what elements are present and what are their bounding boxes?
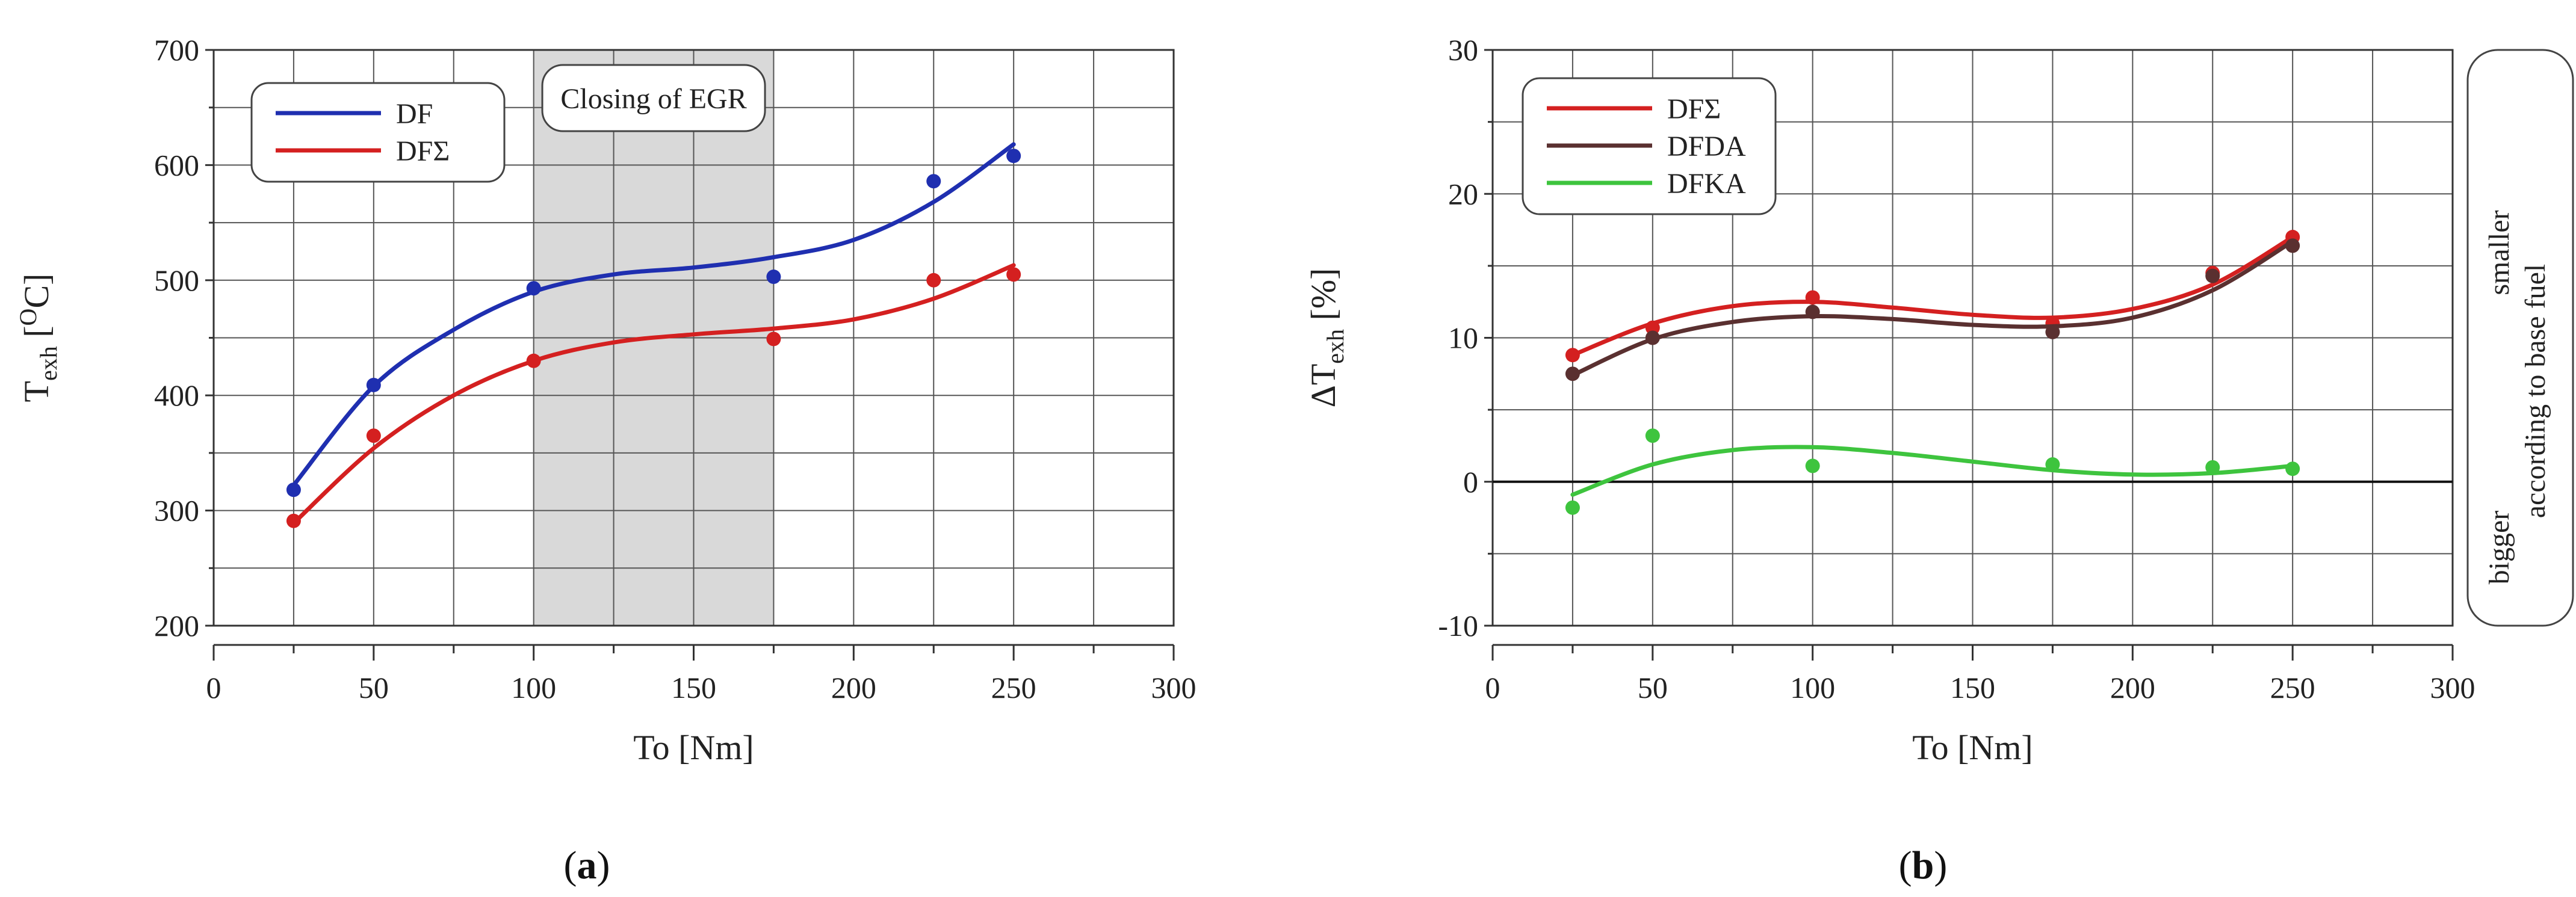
data-point-DFKA [2205, 460, 2220, 475]
legend-label-DFΣ: DFΣ [1667, 93, 1721, 125]
x-axis-label-b: To [Nm] [1912, 728, 2033, 767]
series-DFΣ [286, 263, 1021, 528]
panel-caption-a: (a) [564, 843, 610, 887]
data-point-DFΣ [286, 513, 301, 528]
y-axis-label-a-sub: exh [35, 346, 62, 381]
side-note-bigger: bigger [2483, 511, 2515, 585]
data-point-DFΣ [926, 273, 941, 288]
x-tick-label: 150 [1950, 671, 1995, 704]
data-point-DFKA [1565, 500, 1580, 515]
x-tick-label: 300 [2430, 671, 2475, 704]
x-tick-label: 0 [206, 671, 221, 704]
x-tick-label: 50 [359, 671, 389, 704]
y-axis-label-a-unit-sup: O [14, 309, 42, 326]
y-tick-label: 600 [154, 148, 199, 182]
panel-caption-b-letter: b [1912, 843, 1934, 887]
closing-of-egr-label: Closing of EGR [560, 83, 746, 115]
y-axis-label-b-unit: [%] [1304, 268, 1343, 329]
y-tick-label: 300 [154, 494, 199, 528]
legend-box [250, 82, 506, 183]
fit-curve-DFDA [1570, 239, 2295, 378]
data-point-DFΣ [366, 428, 381, 443]
data-point-DFΣ [1565, 348, 1580, 363]
x-tick-label: 200 [831, 671, 876, 704]
data-point-DF [926, 174, 941, 189]
x-tick-label: 250 [2270, 671, 2315, 704]
data-point-DFDA [1645, 330, 1660, 345]
y-tick-label: 500 [154, 264, 199, 297]
series-a [286, 142, 1021, 528]
y-tick-label: 0 [1463, 465, 1478, 499]
x-tick-label: 50 [1638, 671, 1668, 704]
data-point-DFDA [1805, 304, 1820, 319]
y-axis-label-a: Texh [OC] [14, 274, 62, 402]
fit-curve-DFKA [1570, 445, 2295, 497]
shaded-region-label: Closing of EGR [541, 64, 766, 132]
data-point-DFKA [2285, 461, 2300, 476]
data-point-DFDA [2045, 324, 2060, 339]
side-note-according-to-base-fuel: according to base fuel [2519, 264, 2551, 518]
y-axis-label-b-main: ΔT [1304, 364, 1343, 408]
data-point-DFKA [1805, 458, 1820, 473]
data-point-DFΣ [526, 353, 541, 368]
x-tick-label: 100 [511, 671, 556, 704]
side-note-box: smaller according to base fuel bigger [2466, 49, 2574, 627]
data-point-DFΣ [1805, 290, 1820, 305]
x-axis-label-a: To [Nm] [633, 728, 754, 767]
x-tick-label: 200 [2110, 671, 2155, 704]
y-axis-label-b: ΔTexh [%] [1304, 268, 1349, 408]
x-tick-label: 0 [1485, 671, 1500, 704]
y-tick-label: -10 [1438, 609, 1478, 643]
panel-caption-b: (b) [1899, 843, 1948, 887]
series-DF [286, 142, 1021, 498]
x-tick-label: 250 [991, 671, 1036, 704]
legend-label-DFΣ: DFΣ [396, 135, 450, 167]
panel-caption-a-letter: a [577, 843, 597, 887]
data-point-DF [1006, 149, 1021, 164]
data-point-DF [526, 281, 541, 296]
data-point-DFKA [1645, 428, 1660, 443]
side-note-smaller: smaller [2483, 210, 2515, 295]
y-axis-label-a-main: T [17, 381, 56, 402]
fit-curve-DF [291, 142, 1016, 487]
data-point-DF [766, 270, 781, 285]
y-axis-label-b-sub: exh [1322, 329, 1349, 364]
data-point-DF [286, 482, 301, 498]
fit-curve-DFΣ [291, 263, 1016, 526]
y-tick-label: 400 [154, 378, 199, 412]
data-point-DFΣ [1645, 320, 1660, 335]
y-tick-label: 700 [154, 33, 199, 67]
series-DFΣ [1565, 230, 2300, 363]
data-point-DFΣ [1006, 267, 1021, 282]
legend-label-DFDA: DFDA [1667, 131, 1746, 162]
data-point-DFKA [2045, 457, 2060, 472]
legend-a: DF DFΣ [250, 82, 506, 183]
x-tick-label: 300 [1151, 671, 1197, 704]
y-tick-label: 10 [1448, 321, 1478, 355]
y-tick-label: 20 [1448, 177, 1478, 211]
y-axis-label-a-unit-end: C] [17, 274, 56, 309]
data-point-DF [366, 377, 381, 392]
legend-b: DFΣ DFDA DFKA [1522, 77, 1777, 215]
y-axis-label-a-unit: [ [17, 325, 56, 346]
y-tick-label: 200 [154, 609, 199, 643]
series-DFKA [1565, 428, 2300, 515]
y-tick-label: 30 [1448, 33, 1478, 67]
data-point-DFΣ [766, 331, 781, 347]
legend-label-DFKA: DFKA [1667, 168, 1746, 200]
legend-label-DF: DF [396, 98, 433, 130]
data-point-DFDA [2285, 238, 2300, 253]
series-b [1565, 230, 2300, 515]
data-point-DFDA [2205, 268, 2220, 283]
axes-a: 200 300 400 500 600 700 0 50 100 150 200 250 300 [154, 33, 1197, 704]
fit-curve-DFΣ [1570, 235, 2295, 357]
data-point-DFDA [1565, 366, 1580, 381]
x-tick-label: 100 [1790, 671, 1835, 704]
x-tick-label: 150 [671, 671, 716, 704]
series-DFDA [1565, 238, 2300, 381]
